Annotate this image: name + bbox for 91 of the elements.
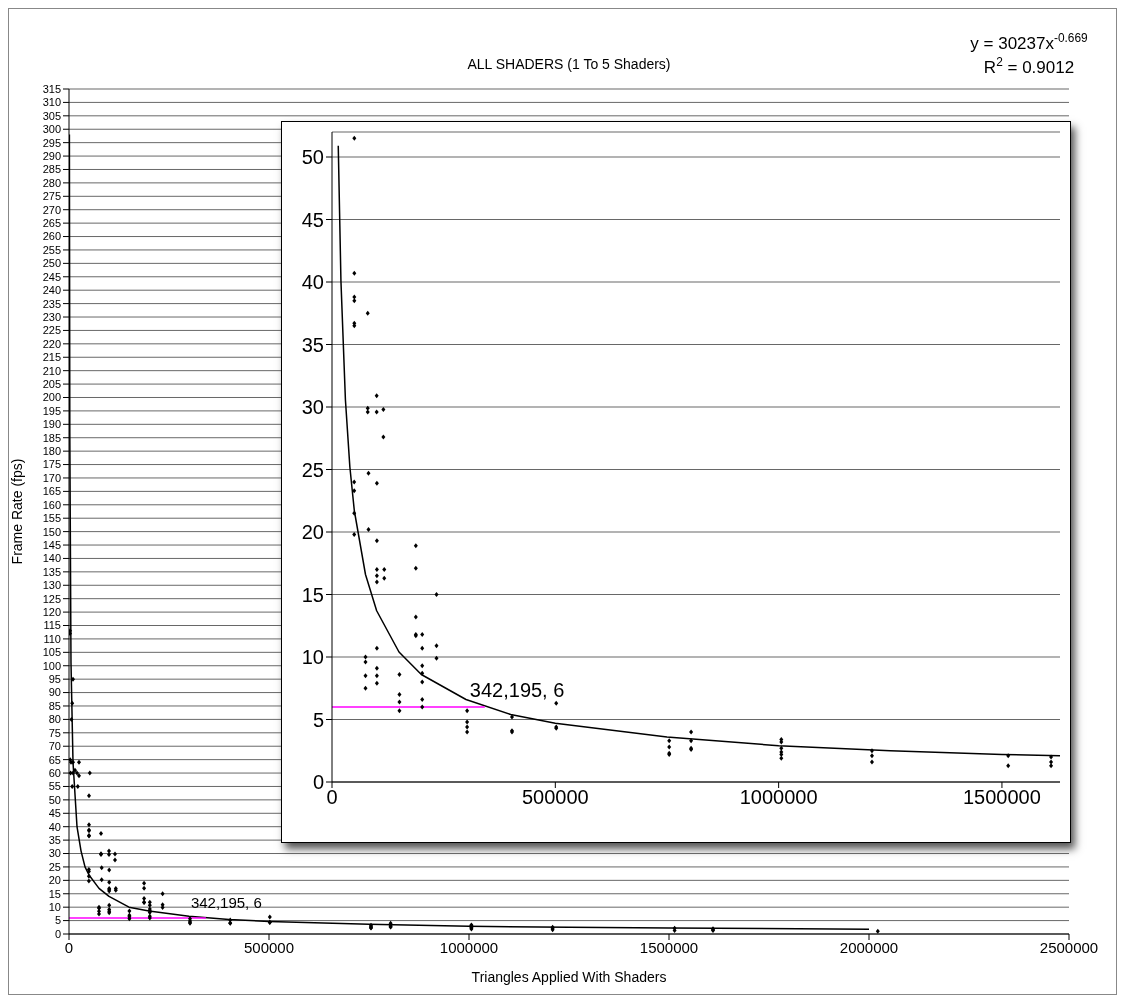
y-tick-label: 155	[42, 512, 61, 525]
y-tick-label: 105	[42, 646, 61, 659]
y-tick-label: 15	[48, 887, 61, 900]
y-tick-label: 190	[42, 418, 61, 431]
y-tick-label: 260	[42, 230, 61, 243]
x-tick-label: 1500000	[963, 786, 1041, 809]
y-tick-label: 305	[42, 109, 61, 122]
y-tick-label: 215	[42, 351, 61, 364]
y-tick-label: 295	[42, 136, 61, 149]
y-tick-label: 35	[48, 834, 61, 847]
annotation: 342,195, 6	[190, 893, 262, 911]
y-tick-label: 60	[48, 766, 61, 779]
y-tick-label: 25	[301, 458, 324, 481]
x-tick-label: 1000000	[739, 786, 818, 809]
y-tick-label: 0	[54, 927, 61, 940]
y-tick-label: 95	[48, 673, 61, 686]
y-tick-label: 300	[42, 123, 61, 136]
annotation: 342,195, 6	[469, 679, 565, 701]
x-tick-label: 1000000	[439, 938, 499, 956]
y-tick-label: 220	[42, 337, 61, 350]
y-tick-label: 140	[42, 552, 61, 565]
y-tick-label: 200	[42, 391, 61, 404]
y-tick-label: 180	[42, 445, 61, 458]
y-tick-label: 50	[48, 793, 61, 806]
y-tick-label: 205	[42, 377, 61, 390]
y-tick-label: 280	[42, 176, 61, 189]
y-tick-label: 90	[48, 686, 61, 699]
y-tick-label: 10	[48, 901, 61, 914]
x-tick-label: 500000	[243, 938, 295, 956]
y-tick-label: 65	[48, 753, 61, 766]
y-tick-label: 225	[42, 324, 61, 337]
y-tick-label: 120	[42, 606, 61, 618]
y-tick-label: 25	[48, 860, 61, 873]
y-tick-label: 70	[48, 740, 61, 753]
y-tick-label: 40	[48, 820, 61, 833]
y-tick-label: 45	[48, 807, 61, 820]
y-tick-label: 20	[301, 521, 324, 544]
y-tick-label: 275	[42, 190, 61, 203]
y-tick-label: 75	[48, 726, 61, 739]
y-tick-label: 175	[42, 458, 61, 471]
x-tick-label: 2000000	[839, 938, 899, 956]
y-tick-label: 240	[42, 284, 61, 297]
text: y = 30237x$^{-0.669}$	[970, 31, 1089, 53]
y-tick-label: 0	[312, 771, 324, 794]
y-tick-label: 35	[301, 333, 324, 356]
y-tick-label: 30	[48, 847, 61, 860]
x-tick-label: 0	[326, 786, 338, 809]
y-tick-label: 130	[42, 579, 61, 592]
x-tick-label: 1500000	[639, 938, 699, 956]
y-tick-label: 195	[42, 404, 61, 417]
y-tick-label: 30	[301, 396, 324, 419]
y-tick-label: 145	[42, 538, 61, 551]
y-tick-label: 110	[43, 632, 61, 645]
y-tick-label: 10	[301, 646, 324, 669]
y-tick-label: 285	[42, 163, 61, 176]
y-tick-label: 55	[48, 780, 61, 793]
y-tick-label: 80	[48, 713, 61, 726]
y-tick-label: 100	[42, 659, 61, 672]
chart-title: ALL SHADERS (1 To 5 Shaders)	[467, 56, 671, 72]
y-tick-label: 310	[42, 96, 61, 109]
x-tick-label: 2500000	[1039, 938, 1099, 956]
y-tick-label: 165	[42, 485, 61, 498]
y-tick-label: 85	[48, 699, 61, 712]
x-tick-label: 500000	[521, 786, 589, 809]
y-tick-label: 135	[42, 565, 61, 578]
y-tick-label: 185	[42, 431, 61, 444]
y-tick-label: 265	[42, 217, 61, 230]
y-tick-label: 270	[42, 203, 61, 216]
y-tick-label: 40	[301, 271, 324, 294]
y-tick-label: 160	[42, 498, 61, 511]
y-tick-label: 50	[301, 146, 324, 169]
x-axis-title: Triangles Applied With Shaders	[471, 969, 667, 985]
y-tick-label: 250	[42, 257, 61, 270]
y-tick-label: 255	[42, 243, 61, 256]
y-tick-label: 115	[43, 619, 61, 632]
y-tick-label: 45	[301, 208, 324, 231]
y-tick-label: 5	[312, 708, 324, 731]
y-tick-label: 5	[54, 914, 61, 927]
y-tick-label: 150	[42, 525, 61, 538]
y-tick-label: 125	[42, 592, 61, 605]
y-tick-label: 315	[42, 82, 61, 95]
y-tick-label: 235	[42, 297, 61, 310]
y-tick-label: 230	[42, 310, 61, 323]
text: R$^{2}$ = 0.9012	[983, 55, 1075, 77]
y-tick-label: 210	[42, 364, 61, 377]
y-axis-title: Frame Rate (fps)	[8, 458, 25, 565]
y-tick-label: 170	[42, 471, 61, 484]
y-tick-label: 290	[42, 149, 61, 162]
y-tick-label: 15	[301, 583, 324, 606]
y-tick-label: 20	[48, 874, 61, 887]
y-tick-label: 245	[42, 270, 61, 283]
